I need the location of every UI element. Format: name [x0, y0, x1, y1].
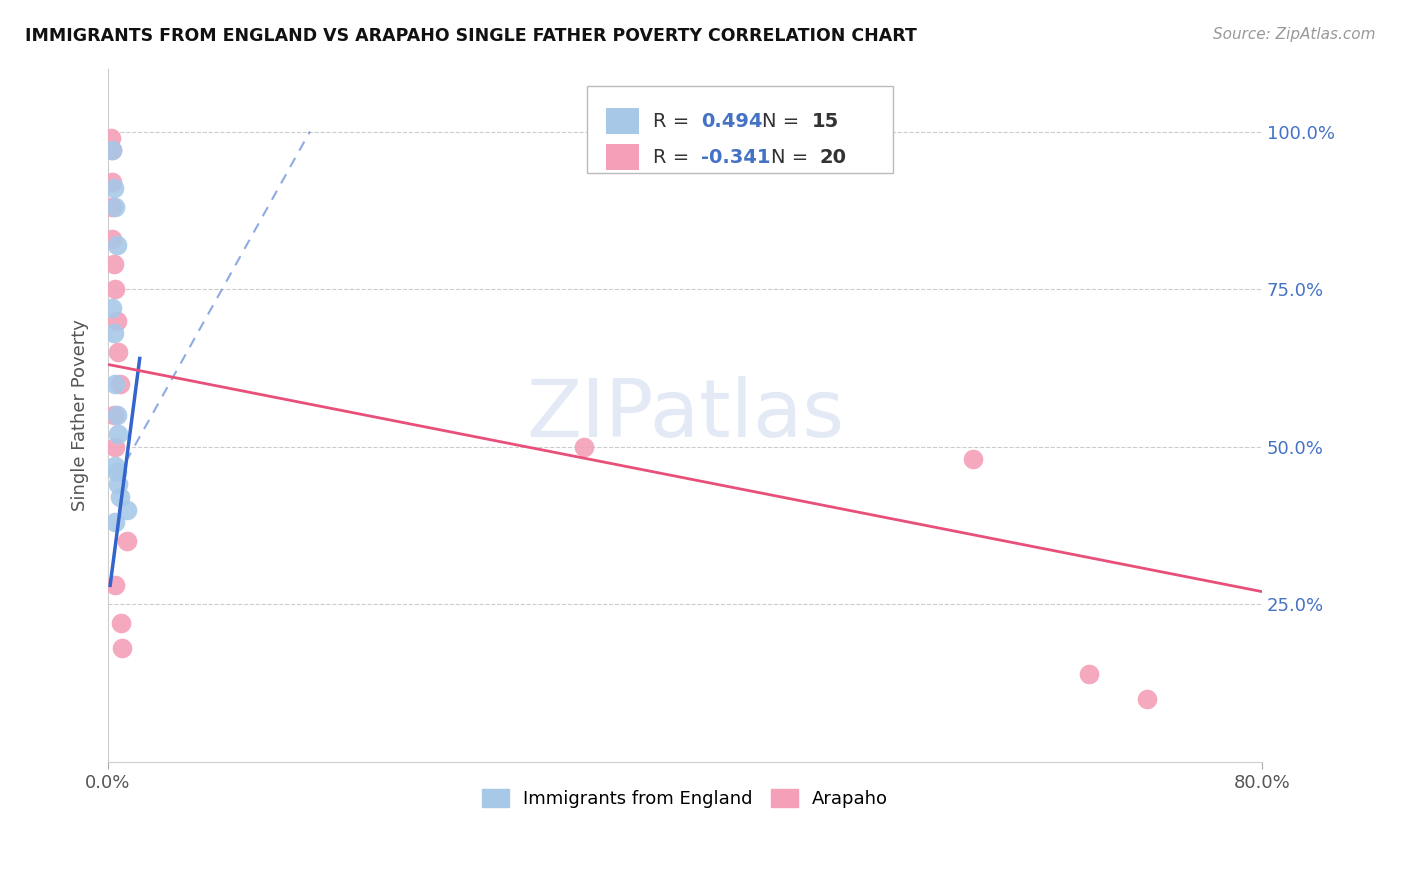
Y-axis label: Single Father Poverty: Single Father Poverty: [72, 319, 89, 511]
Point: [101, 200, 124, 214]
Point: [105, 465, 128, 479]
Point: [101, 144, 124, 158]
Point: [101, 175, 124, 189]
Point: [101, 144, 124, 158]
Point: [1077, 666, 1099, 681]
Point: [104, 578, 127, 592]
Point: [104, 200, 127, 214]
Text: -0.341: -0.341: [702, 147, 770, 167]
Point: [108, 376, 131, 391]
Point: [115, 534, 138, 549]
Text: R =: R =: [652, 112, 695, 131]
Point: [103, 326, 125, 341]
Text: 15: 15: [811, 112, 839, 131]
Text: R =: R =: [652, 147, 695, 167]
Point: [107, 427, 129, 442]
Point: [105, 313, 128, 327]
Text: IMMIGRANTS FROM ENGLAND VS ARAPAHO SINGLE FATHER POVERTY CORRELATION CHART: IMMIGRANTS FROM ENGLAND VS ARAPAHO SINGL…: [25, 27, 917, 45]
Point: [572, 440, 595, 454]
Point: [962, 452, 984, 467]
FancyBboxPatch shape: [606, 108, 638, 135]
Point: [110, 616, 132, 631]
Point: [107, 477, 129, 491]
Point: [111, 641, 134, 656]
Text: 0.494: 0.494: [702, 112, 762, 131]
Point: [101, 232, 124, 246]
Text: N =: N =: [772, 147, 815, 167]
Point: [1135, 691, 1157, 706]
Point: [104, 440, 127, 454]
Point: [105, 238, 128, 252]
Point: [104, 516, 127, 530]
FancyBboxPatch shape: [606, 144, 638, 170]
Point: [103, 408, 125, 422]
Point: [105, 408, 128, 422]
Legend: Immigrants from England, Arapaho: Immigrants from England, Arapaho: [474, 781, 896, 815]
Text: N =: N =: [762, 112, 806, 131]
Point: [101, 301, 124, 315]
Point: [104, 282, 127, 296]
Text: ZIPatlas: ZIPatlas: [526, 376, 844, 454]
Point: [115, 502, 138, 516]
Point: [104, 376, 127, 391]
FancyBboxPatch shape: [586, 86, 893, 172]
Text: 20: 20: [820, 147, 846, 167]
Point: [103, 181, 125, 195]
Point: [108, 490, 131, 504]
Point: [107, 345, 129, 359]
Point: [104, 458, 127, 473]
Text: Source: ZipAtlas.com: Source: ZipAtlas.com: [1212, 27, 1375, 42]
Point: [103, 257, 125, 271]
Point: [100, 131, 122, 145]
